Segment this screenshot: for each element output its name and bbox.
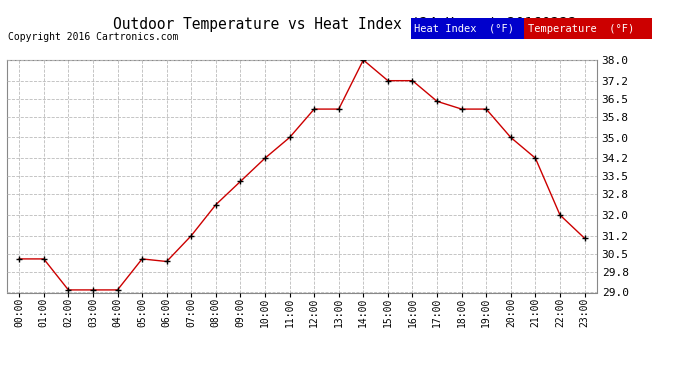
Text: Temperature  (°F): Temperature (°F) (528, 24, 634, 33)
Text: Outdoor Temperature vs Heat Index (24 Hours) 20160222: Outdoor Temperature vs Heat Index (24 Ho… (113, 17, 577, 32)
Text: Copyright 2016 Cartronics.com: Copyright 2016 Cartronics.com (8, 32, 179, 42)
Text: Heat Index  (°F): Heat Index (°F) (414, 24, 514, 33)
